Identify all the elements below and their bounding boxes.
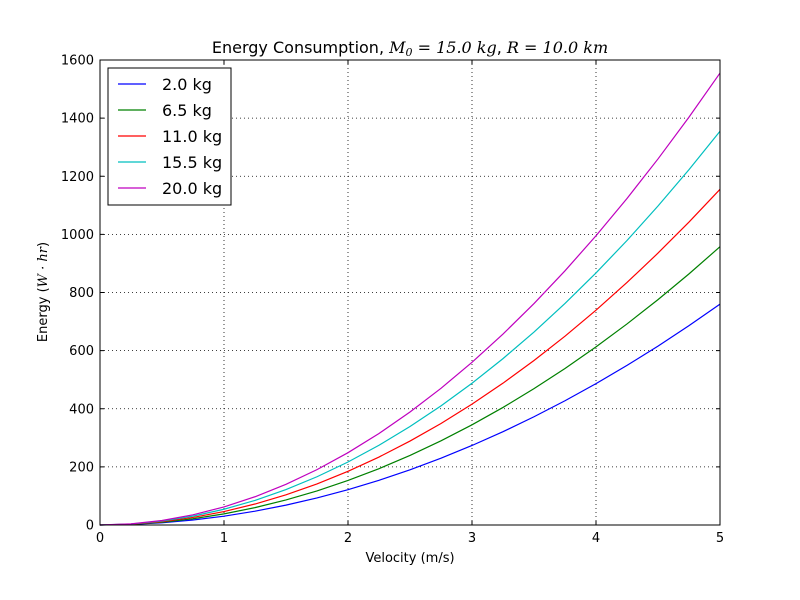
y-tick-label: 1200 <box>61 170 94 185</box>
y-axis-label-prefix: Energy ( <box>36 287 51 342</box>
x-tick-label: 1 <box>220 531 228 546</box>
y-tick-label: 1400 <box>61 112 94 127</box>
series-lines <box>99 72 721 526</box>
series-line <box>99 246 721 526</box>
chart-title-r: R = 10.0 km <box>506 38 608 57</box>
y-tick-label: 600 <box>69 344 94 359</box>
chart-title-m0-sub: 0 <box>406 46 413 59</box>
legend-label: 11.0 kg <box>162 127 222 146</box>
series-line <box>99 303 721 526</box>
x-tick-label: 2 <box>344 531 352 546</box>
legend: 2.0 kg 6.5 kg 11.0 kg 15.5 kg 20.0 kg <box>107 67 232 206</box>
x-tick-label: 5 <box>716 531 724 546</box>
y-tick-label: 400 <box>69 402 94 417</box>
chart-title-m0: M <box>388 38 406 57</box>
legend-label: 20.0 kg <box>162 179 222 198</box>
chart-title-m0-value: = 15.0 kg <box>413 38 497 57</box>
x-tick-label: 0 <box>96 531 104 546</box>
tick-marks <box>99 59 721 526</box>
chart-title-prefix: Energy Consumption, <box>212 38 389 57</box>
y-tick-label: 200 <box>69 460 94 475</box>
x-tick-labels: 0 1 2 3 4 5 <box>96 531 724 546</box>
x-tick-label: 3 <box>468 531 476 546</box>
series-line <box>99 188 721 526</box>
legend-label: 6.5 kg <box>162 101 212 120</box>
y-tick-label: 800 <box>69 286 94 301</box>
legend-label: 2.0 kg <box>162 75 212 94</box>
y-tick-labels: 0 200 400 600 800 1000 1200 1400 1600 <box>61 54 94 534</box>
legend-label: 15.5 kg <box>162 153 222 172</box>
chart-title-sep: , <box>497 38 507 57</box>
series-line <box>99 130 721 526</box>
x-axis-label: Velocity (m/s) <box>365 551 454 566</box>
y-tick-label: 0 <box>86 519 94 534</box>
x-tick-label: 4 <box>592 531 600 546</box>
y-tick-label: 1600 <box>61 54 94 69</box>
y-axis-label-math: W · hr <box>36 246 51 287</box>
y-axis-label-suffix: ) <box>36 242 51 247</box>
chart-title: Energy Consumption, M0 = 15.0 kg, R = 10… <box>212 38 608 59</box>
series-line <box>99 72 721 526</box>
y-tick-label: 1000 <box>61 228 94 243</box>
y-axis-label: Energy (W · hr) <box>36 242 51 342</box>
